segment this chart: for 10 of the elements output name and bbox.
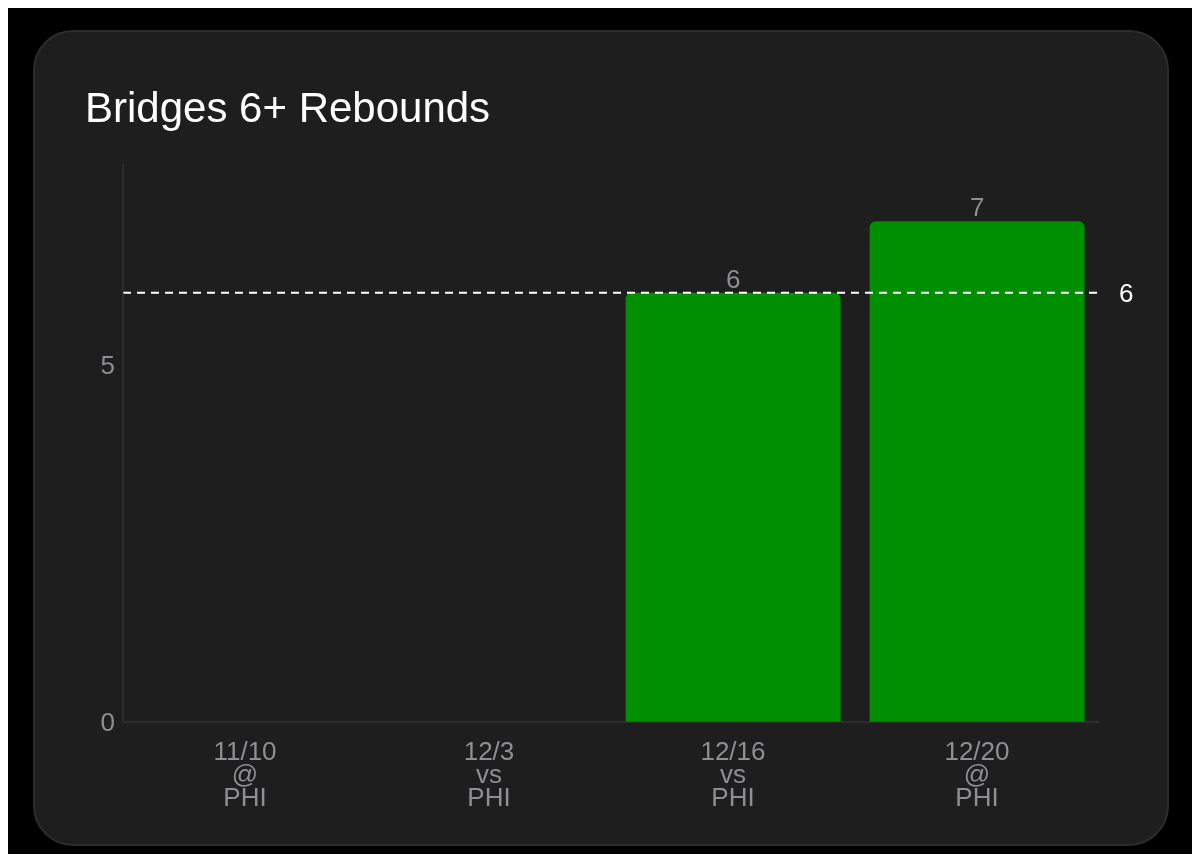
data-label: 6 [725,263,741,294]
y-tick-label: 0 [100,707,115,738]
chart-title: Bridges 6+ Rebounds [85,84,491,132]
x-tick-label: 12/16 vs PHI [700,736,766,812]
data-label: 7 [969,192,985,223]
x-tick-label: 11/10 @ PHI [213,736,277,812]
x-tick-label: 12/3 vs PHI [463,736,515,812]
x-tick-label: 12/20 @ PHI [944,736,1010,812]
y-tick-label: 5 [100,349,115,380]
ref-line-label: 6 [1119,278,1134,308]
